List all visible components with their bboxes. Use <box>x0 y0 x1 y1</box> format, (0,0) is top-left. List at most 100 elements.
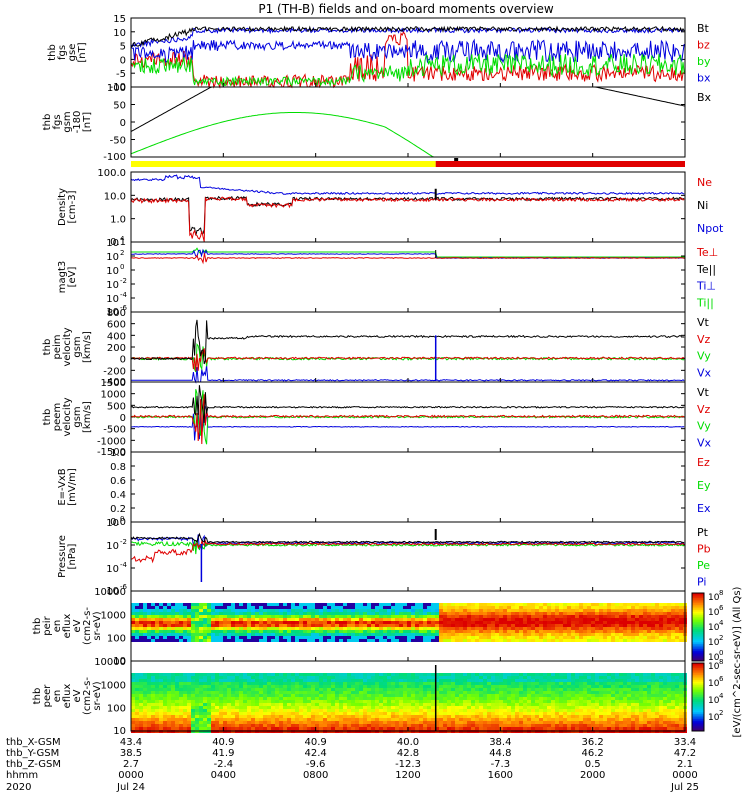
peer-cell <box>199 682 203 685</box>
peer-cell <box>291 685 295 688</box>
peer-cell <box>479 724 483 727</box>
peer-cell <box>243 715 247 718</box>
peer-cell <box>519 700 523 703</box>
peer-cell <box>379 709 383 712</box>
peir-cell <box>439 636 443 639</box>
peir-cell <box>375 633 379 636</box>
peer-cell <box>551 679 555 682</box>
legend-fgs_gsm-Bx: Bx <box>697 91 712 104</box>
peer-cell <box>199 679 203 682</box>
peer-cell <box>571 679 575 682</box>
peer-cell <box>631 685 635 688</box>
peer-cell <box>139 706 143 709</box>
peir-cell <box>223 612 227 615</box>
peer-cell <box>199 676 203 679</box>
peir-cell <box>587 609 591 612</box>
peir-cell <box>551 624 555 627</box>
peir-cell <box>227 639 231 642</box>
peir-cell <box>171 633 175 636</box>
peir-cell <box>667 603 671 606</box>
peer-cell <box>139 682 143 685</box>
peer-cell <box>303 724 307 727</box>
peer-cell <box>275 721 279 724</box>
peer-cell <box>259 685 263 688</box>
series-Ni <box>130 195 685 236</box>
peir-cell <box>475 639 479 642</box>
peir-cell <box>327 621 331 624</box>
ylabel-peir-5: (cm2-s- <box>82 607 93 645</box>
peer-cell <box>439 724 443 727</box>
peer-cell <box>159 715 163 718</box>
peir-cell <box>615 627 619 630</box>
peer-cell <box>263 676 267 679</box>
peer-cell <box>327 688 331 691</box>
peer-cell <box>527 721 531 724</box>
peir-cell <box>391 624 395 627</box>
peer-cell <box>475 709 479 712</box>
peer-cell <box>615 709 619 712</box>
peir-cell <box>351 630 355 633</box>
peir-cell <box>143 621 147 624</box>
peir-cell <box>675 618 679 621</box>
peer-cell <box>555 712 559 715</box>
peer-cell <box>587 673 591 676</box>
peir-cell <box>211 606 215 609</box>
peer-cell <box>347 685 351 688</box>
peir-cell <box>595 624 599 627</box>
peir-cell <box>615 618 619 621</box>
peer-cell <box>267 709 271 712</box>
peir-cell <box>667 621 671 624</box>
peer-cell <box>487 715 491 718</box>
peir-cell <box>311 633 315 636</box>
peer-cell <box>219 691 223 694</box>
peer-cell <box>651 685 655 688</box>
peer-cell <box>663 706 667 709</box>
peer-cell <box>247 691 251 694</box>
peer-cell <box>291 715 295 718</box>
peer-cell <box>459 724 463 727</box>
peir-cell <box>655 636 659 639</box>
ytick-peim_velocity-1: 600 <box>107 320 126 331</box>
peer-cell <box>547 691 551 694</box>
peer-cell <box>327 706 331 709</box>
peer-cell <box>423 700 427 703</box>
peer-cell <box>259 721 263 724</box>
peir-cell <box>487 639 491 642</box>
peer-cell <box>175 700 179 703</box>
peer-cell <box>139 685 143 688</box>
peer-cell <box>403 724 407 727</box>
peer-cell <box>283 676 287 679</box>
peir-cell <box>571 639 575 642</box>
peer-cell <box>435 712 439 715</box>
peer-cell <box>639 679 643 682</box>
peer-cell <box>651 706 655 709</box>
peer-cell <box>539 724 543 727</box>
peir-cell <box>411 630 415 633</box>
peir-cell <box>527 615 531 618</box>
peir-cell <box>279 624 283 627</box>
peer-cell <box>355 718 359 721</box>
peer-cell <box>431 700 435 703</box>
peer-cell <box>287 712 291 715</box>
peir-cell <box>215 615 219 618</box>
peir-cell <box>231 633 235 636</box>
ytick-peim_velocity-6: -400 <box>103 377 126 388</box>
peir-cell <box>135 630 139 633</box>
peer-cell <box>191 700 195 703</box>
peer-cell <box>179 727 183 730</box>
peer-cell <box>587 697 591 700</box>
peer-cell <box>515 712 519 715</box>
legend-fgs_gse-Bt: Bt <box>697 22 710 35</box>
peir-cell <box>507 633 511 636</box>
peir-cell <box>427 609 431 612</box>
peer-cell <box>331 691 335 694</box>
peer-cell <box>187 700 191 703</box>
peir-cell <box>675 606 679 609</box>
peer-cell <box>187 685 191 688</box>
peer-cell <box>363 718 367 721</box>
peer-cell <box>371 727 375 730</box>
peer-cell <box>651 682 655 685</box>
peer-cell <box>639 715 643 718</box>
peir-cell <box>547 603 551 606</box>
peer-cell <box>391 724 395 727</box>
